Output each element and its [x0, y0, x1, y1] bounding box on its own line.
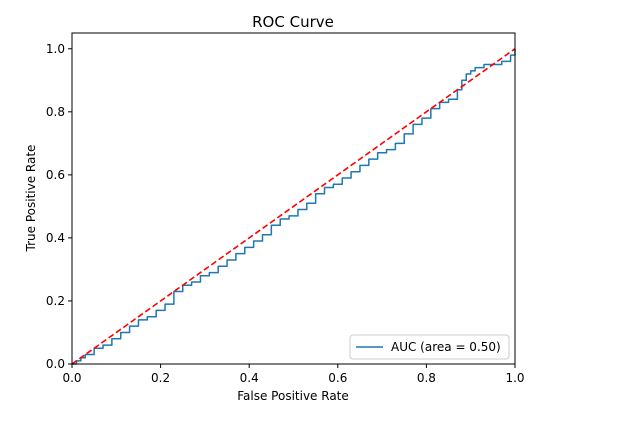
plot-frame: [71, 32, 516, 365]
y-axis: 0.0 0.2 0.4 0.6 0.8 1.0: [46, 42, 72, 371]
x-tick-label: 0.4: [240, 371, 259, 385]
y-tick-label: 0.4: [46, 231, 65, 245]
y-tick-label: 0.8: [46, 105, 65, 119]
y-tick-label: 0.6: [46, 168, 65, 182]
y-tick-label: 0.2: [46, 294, 65, 308]
legend-box: [349, 334, 510, 360]
y-tick-label: 0.0: [46, 357, 65, 371]
x-axis-label: False Positive Rate: [237, 389, 349, 403]
plot-area: [71, 48, 516, 365]
x-tick-label: 1.0: [505, 371, 524, 385]
chance-diagonal-line: [71, 48, 516, 365]
legend: AUC (area = 0.50): [349, 334, 510, 360]
x-tick-label: 0.6: [328, 371, 347, 385]
y-tick-label: 1.0: [46, 42, 65, 56]
x-tick-label: 0.2: [151, 371, 170, 385]
legend-label-auc: AUC (area = 0.50): [391, 340, 501, 354]
y-axis-label: True Positive Rate: [24, 145, 38, 253]
x-tick-label: 0.0: [62, 371, 81, 385]
chart-title: ROC Curve: [252, 13, 334, 31]
x-axis: 0.0 0.2 0.4 0.6 0.8 1.0: [62, 364, 525, 385]
x-tick-label: 0.8: [417, 371, 436, 385]
